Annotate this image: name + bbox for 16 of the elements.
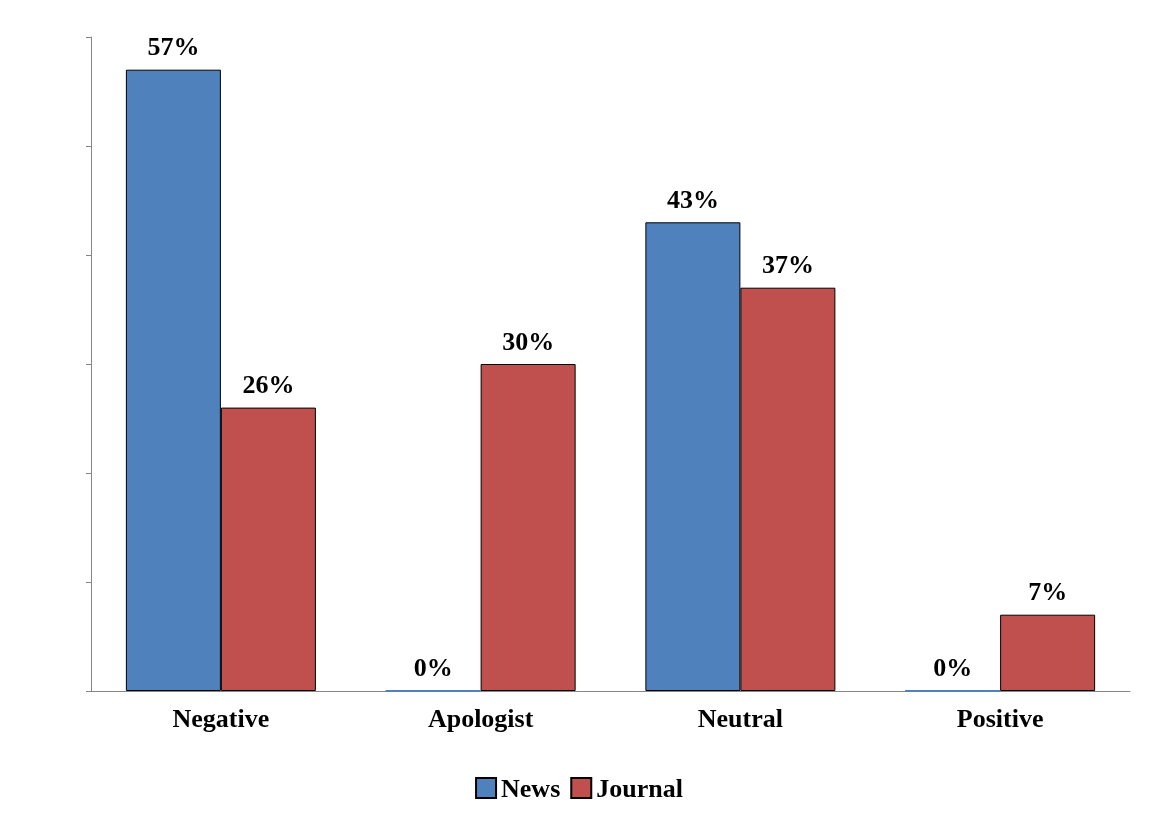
legend-label: Journal xyxy=(596,773,683,803)
bar xyxy=(1000,614,1096,691)
data-label: 7% xyxy=(1028,577,1068,607)
data-label: 0% xyxy=(413,652,453,682)
x-tick-label: Neutral xyxy=(697,703,783,733)
legend-label: News xyxy=(501,773,561,803)
data-label: 37% xyxy=(761,250,814,280)
data-label: 57% xyxy=(147,32,200,62)
data-label: 30% xyxy=(502,326,555,356)
x-tick-label: Negative xyxy=(172,703,270,733)
x-tick-label: Positive xyxy=(956,703,1044,733)
bar xyxy=(480,364,576,691)
data-label: 26% xyxy=(242,370,295,400)
data-label: 0% xyxy=(933,652,973,682)
data-label: 43% xyxy=(666,184,719,214)
x-tick-label: Apologist xyxy=(427,703,534,733)
